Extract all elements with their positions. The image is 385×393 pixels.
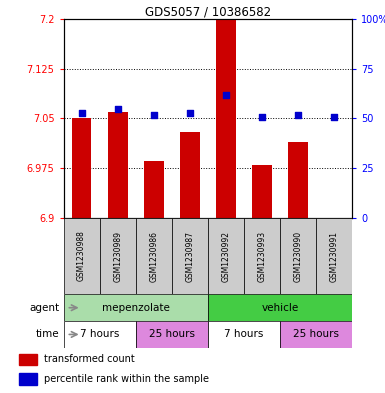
Point bbox=[331, 113, 337, 119]
Point bbox=[115, 105, 121, 112]
Bar bbox=[208, 294, 352, 321]
Text: GSM1230993: GSM1230993 bbox=[258, 230, 266, 282]
Bar bbox=[64, 218, 100, 294]
Point bbox=[223, 92, 229, 98]
Bar bbox=[64, 321, 136, 348]
Bar bbox=[288, 141, 308, 218]
Text: 25 hours: 25 hours bbox=[149, 329, 195, 340]
Text: GSM1230992: GSM1230992 bbox=[221, 231, 231, 281]
Point bbox=[187, 109, 193, 116]
Bar bbox=[136, 218, 172, 294]
Point bbox=[151, 111, 157, 118]
Text: mepenzolate: mepenzolate bbox=[102, 303, 170, 313]
Text: vehicle: vehicle bbox=[261, 303, 299, 313]
Bar bbox=[100, 218, 136, 294]
Bar bbox=[316, 218, 352, 294]
Bar bbox=[208, 321, 280, 348]
Text: GSM1230986: GSM1230986 bbox=[149, 231, 158, 281]
Text: percentile rank within the sample: percentile rank within the sample bbox=[44, 374, 209, 384]
Bar bbox=[108, 112, 127, 218]
Bar bbox=[216, 19, 236, 218]
Text: agent: agent bbox=[30, 303, 60, 313]
Bar bbox=[172, 218, 208, 294]
Point bbox=[259, 113, 265, 119]
Bar bbox=[280, 218, 316, 294]
Point bbox=[295, 111, 301, 118]
Bar bbox=[136, 321, 208, 348]
Title: GDS5057 / 10386582: GDS5057 / 10386582 bbox=[145, 5, 271, 18]
Bar bbox=[144, 162, 164, 218]
Point bbox=[79, 109, 85, 116]
Bar bbox=[244, 218, 280, 294]
Text: GSM1230990: GSM1230990 bbox=[294, 230, 303, 282]
Text: GSM1230988: GSM1230988 bbox=[77, 231, 86, 281]
Bar bbox=[64, 294, 208, 321]
Bar bbox=[72, 119, 92, 218]
Text: 25 hours: 25 hours bbox=[293, 329, 339, 340]
Bar bbox=[19, 373, 37, 385]
Text: GSM1230987: GSM1230987 bbox=[185, 231, 194, 281]
Text: GSM1230991: GSM1230991 bbox=[330, 231, 339, 281]
Bar bbox=[19, 354, 37, 365]
Text: transformed count: transformed count bbox=[44, 354, 134, 364]
Text: time: time bbox=[36, 329, 60, 340]
Bar bbox=[280, 321, 352, 348]
Bar bbox=[208, 218, 244, 294]
Text: 7 hours: 7 hours bbox=[224, 329, 264, 340]
Bar bbox=[180, 132, 200, 218]
Text: GSM1230989: GSM1230989 bbox=[113, 231, 122, 281]
Text: 7 hours: 7 hours bbox=[80, 329, 119, 340]
Bar bbox=[252, 165, 272, 218]
